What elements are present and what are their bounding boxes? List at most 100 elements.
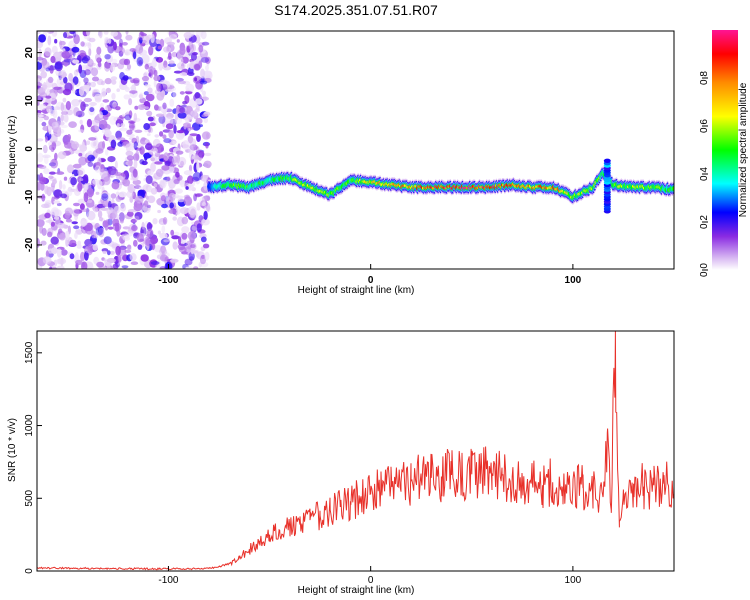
noise-blob bbox=[126, 211, 134, 217]
top-y-tick-label: 10 bbox=[24, 95, 35, 107]
noise-blob bbox=[198, 150, 205, 158]
noise-blob bbox=[41, 227, 47, 236]
noise-blob bbox=[53, 216, 60, 220]
noise-blob bbox=[120, 203, 127, 212]
noise-blob bbox=[126, 76, 132, 80]
noise-blob bbox=[139, 159, 145, 165]
noise-blob bbox=[112, 222, 122, 232]
noise-blob bbox=[173, 124, 177, 134]
noise-blob bbox=[57, 257, 67, 265]
noise-blob bbox=[102, 199, 110, 207]
noise-blob bbox=[120, 231, 128, 236]
noise-blob bbox=[183, 170, 193, 176]
noise-blob bbox=[107, 250, 111, 256]
noise-blob bbox=[62, 88, 72, 96]
noise-blob bbox=[111, 181, 120, 190]
top-y-tick-label: 0 bbox=[24, 146, 35, 152]
noise-blob bbox=[159, 266, 165, 269]
bottom-y-ticks: 0 500 1000 1500 bbox=[24, 341, 42, 574]
noise-blob bbox=[173, 70, 183, 74]
noise-blob bbox=[119, 219, 124, 224]
noise-blob bbox=[116, 137, 126, 141]
noise-blob bbox=[168, 192, 176, 202]
noise-blob bbox=[147, 170, 154, 176]
noise-blob bbox=[106, 193, 112, 204]
noise-blob bbox=[80, 220, 88, 226]
noise-blob bbox=[203, 181, 208, 191]
noise-blob bbox=[137, 244, 143, 250]
noise-blob bbox=[74, 232, 78, 240]
bottom-y-tick-label: 1000 bbox=[24, 414, 35, 437]
noise-blob bbox=[79, 178, 84, 182]
top-y-ticks: -20 -10 0 10 20 bbox=[24, 47, 42, 252]
colorbar-gradient bbox=[712, 30, 738, 270]
noise-blob bbox=[81, 261, 88, 269]
noise-blob bbox=[68, 72, 73, 82]
noise-blob bbox=[184, 258, 193, 266]
noise-blob bbox=[72, 31, 77, 38]
noise-blob bbox=[139, 37, 143, 44]
noise-blob bbox=[186, 113, 191, 123]
noise-blob bbox=[78, 156, 87, 166]
noise-blob bbox=[136, 233, 144, 243]
noise-blob bbox=[195, 193, 201, 198]
noise-blob bbox=[188, 40, 194, 50]
ridge-spike-mark bbox=[603, 158, 611, 163]
noise-blob bbox=[168, 52, 172, 60]
noise-blob bbox=[201, 113, 209, 118]
noise-blob bbox=[199, 80, 208, 85]
noise-blob bbox=[87, 265, 94, 269]
noise-blob bbox=[43, 168, 50, 175]
noise-blob bbox=[37, 61, 43, 70]
top-y-tick-label: 20 bbox=[24, 47, 35, 59]
noise-blob bbox=[53, 86, 62, 91]
noise-blob bbox=[135, 195, 144, 204]
noise-blob bbox=[133, 203, 143, 212]
noise-blob bbox=[42, 61, 50, 69]
noise-blob bbox=[48, 171, 56, 175]
noise-blob bbox=[132, 168, 138, 178]
bottom-x-axis-label: Height of straight line (km) bbox=[298, 585, 415, 596]
noise-blob bbox=[44, 136, 48, 143]
noise-blob bbox=[95, 148, 104, 154]
noise-blob bbox=[47, 231, 53, 238]
noise-blob bbox=[84, 250, 89, 261]
noise-blob bbox=[146, 133, 151, 137]
noise-blob bbox=[37, 238, 40, 248]
noise-blob bbox=[173, 178, 180, 185]
noise-blob bbox=[163, 60, 168, 68]
noise-blob bbox=[201, 41, 210, 46]
noise-blob bbox=[115, 196, 122, 202]
noise-blob bbox=[185, 240, 192, 250]
noise-blob bbox=[51, 196, 55, 205]
noise-blob bbox=[165, 123, 174, 130]
noise-blob bbox=[199, 255, 207, 265]
noise-blob bbox=[163, 46, 171, 53]
noise-blob bbox=[97, 61, 102, 68]
noise-blob bbox=[69, 239, 77, 247]
noise-blob bbox=[38, 165, 47, 170]
noise-blob bbox=[74, 252, 79, 262]
noise-blob bbox=[112, 103, 118, 110]
noise-blob bbox=[188, 251, 195, 261]
noise-blob bbox=[161, 225, 166, 233]
top-y-axis-label: Frequency (Hz) bbox=[7, 116, 18, 185]
noise-blob bbox=[160, 195, 166, 202]
noise-blob bbox=[190, 244, 196, 249]
noise-blob bbox=[179, 91, 185, 95]
noise-blob bbox=[141, 54, 150, 64]
noise-blob bbox=[90, 67, 99, 77]
noise-blob bbox=[99, 168, 109, 178]
top-x-tick-label: 0 bbox=[368, 275, 374, 286]
noise-blob bbox=[120, 123, 126, 128]
noise-blob bbox=[117, 141, 124, 147]
noise-blob bbox=[121, 233, 130, 240]
noise-blob bbox=[204, 152, 212, 157]
noise-blob bbox=[82, 42, 87, 48]
noise-blob bbox=[141, 221, 145, 230]
noise-blob bbox=[96, 46, 102, 55]
noise-blob bbox=[129, 121, 135, 131]
noise-blob bbox=[152, 218, 158, 225]
noise-blob bbox=[104, 54, 111, 60]
noise-blob bbox=[73, 202, 80, 207]
